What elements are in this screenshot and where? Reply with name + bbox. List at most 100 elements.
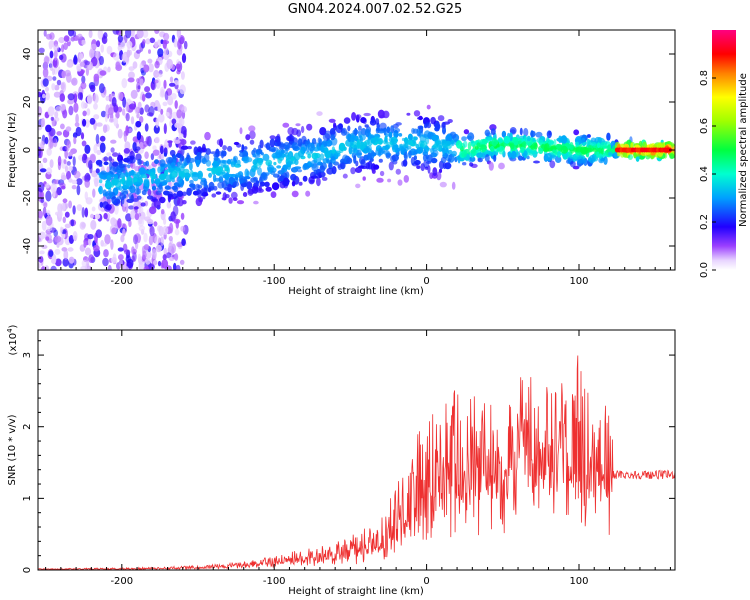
spectrogram-cell	[99, 55, 104, 66]
spectrogram-cell	[54, 258, 62, 267]
spectrogram-cell	[117, 44, 122, 52]
spectrogram-cell	[257, 158, 262, 168]
spectrogram-cell	[548, 140, 555, 145]
spectrogram-cell	[189, 183, 196, 188]
spectrogram-cell	[570, 160, 576, 168]
spectrogram-cell	[66, 161, 71, 166]
spectrogram-cell	[417, 116, 424, 120]
spectrogram-cell	[41, 265, 46, 270]
spectrogram-cell	[42, 67, 49, 78]
spectrogram-cell	[176, 30, 182, 39]
spectrogram-cell	[362, 141, 367, 149]
spectrogram-cell	[101, 242, 108, 247]
spectrogram-cell	[155, 73, 163, 78]
spectrogram-cell	[221, 197, 227, 201]
spectrogram-cell	[54, 84, 60, 91]
spectrogram-cell	[154, 235, 161, 245]
spectrogram-cell	[163, 32, 170, 41]
spectrogram-cell	[456, 155, 461, 160]
spectrogram-cell	[535, 131, 543, 138]
spectrogram-x-tick-label: 0	[423, 276, 429, 287]
spectrogram-cell	[141, 189, 147, 196]
spectrogram-cell	[311, 138, 317, 145]
colorbar-scale	[712, 30, 736, 270]
spectrogram-cell	[117, 247, 124, 252]
spectrogram-cell	[420, 140, 428, 148]
spectrogram-cell	[117, 34, 123, 43]
spectrogram-cell	[160, 108, 164, 115]
spectrogram-cell	[177, 176, 183, 184]
spectrogram-cell	[105, 204, 112, 211]
spectrogram-cell	[63, 42, 68, 50]
spectrogram-y-tick-label: -20	[22, 190, 33, 206]
spectrogram-cell	[596, 142, 601, 149]
spectrogram-cell	[106, 45, 113, 55]
spectrogram-cell	[222, 164, 229, 168]
chart-title: GN04.2024.007.02.52.G25	[287, 2, 463, 17]
spectrogram-cell	[93, 103, 98, 110]
spectrogram-cell	[384, 144, 390, 151]
spectrogram-cell	[163, 248, 167, 255]
spectrogram-cell	[243, 146, 248, 150]
spectrogram-y-label: Frequency (Hz)	[7, 112, 18, 188]
spectrogram-cell	[150, 101, 156, 108]
spectrogram-cell	[282, 177, 290, 187]
spectrogram-cell	[331, 146, 336, 155]
spectrogram-cell	[96, 40, 101, 48]
spectrogram-cell	[587, 147, 593, 152]
spectrogram-cell	[74, 122, 80, 127]
spectrogram-cell	[280, 167, 285, 174]
spectrogram-cell	[113, 104, 119, 113]
spectrogram-cell	[435, 123, 441, 130]
spectrogram-cell	[364, 124, 369, 128]
spectrogram-cell	[426, 122, 432, 129]
spectrogram-cell	[333, 122, 337, 128]
spectrogram-cell	[392, 127, 401, 133]
spectrogram-cell	[192, 190, 199, 196]
spectrogram-cell	[72, 30, 77, 37]
spectrogram-cell	[88, 254, 95, 263]
spectrogram-cell	[467, 141, 472, 151]
spectrogram-cell	[285, 154, 290, 162]
spectrogram-cell	[461, 136, 467, 142]
spectrogram-cell	[178, 133, 184, 138]
spectrogram-cell	[168, 235, 173, 242]
spectrogram-cell	[115, 64, 123, 71]
spectrogram-cell	[330, 134, 336, 141]
spectrogram-cell	[68, 256, 75, 264]
spectrogram-cell	[520, 146, 525, 153]
spectrogram-cell	[179, 259, 185, 265]
spectrogram-cell	[365, 129, 370, 137]
spectrogram-cell	[168, 242, 173, 251]
spectrogram-cell	[100, 44, 104, 53]
spectrogram-cell	[136, 131, 142, 141]
spectrogram-cell	[148, 49, 151, 54]
spectrogram-cell	[412, 151, 417, 156]
spectrogram-cell	[308, 176, 315, 185]
spectrogram-cell	[526, 135, 531, 142]
spectrogram-cell	[171, 111, 178, 120]
spectrogram-cell	[145, 38, 151, 45]
spectrogram-cell	[130, 161, 136, 169]
spectrogram-cell	[164, 47, 169, 55]
spectrogram-cell	[170, 93, 177, 100]
spectrogram-cell	[154, 30, 160, 34]
spectrogram-cell	[205, 160, 212, 167]
spectrogram-cell	[147, 188, 152, 196]
spectrogram-cell	[62, 198, 68, 203]
spectrogram-cell	[622, 152, 628, 158]
spectrogram-cell	[81, 140, 87, 147]
spectrogram-cell	[363, 112, 371, 117]
spectrogram-cell	[498, 162, 505, 170]
spectrogram-cell	[146, 250, 152, 259]
spectrogram-cell	[186, 152, 190, 160]
spectrogram-cell	[358, 165, 365, 169]
spectrogram-cell	[117, 106, 123, 113]
spectrogram-cell	[76, 184, 81, 196]
spectrogram-cell	[59, 103, 66, 111]
colorbar-tick-label: 0.2	[699, 214, 710, 230]
spectrogram-cell	[220, 150, 225, 159]
spectrogram-cell	[88, 30, 93, 38]
spectrogram-cell	[276, 138, 281, 146]
